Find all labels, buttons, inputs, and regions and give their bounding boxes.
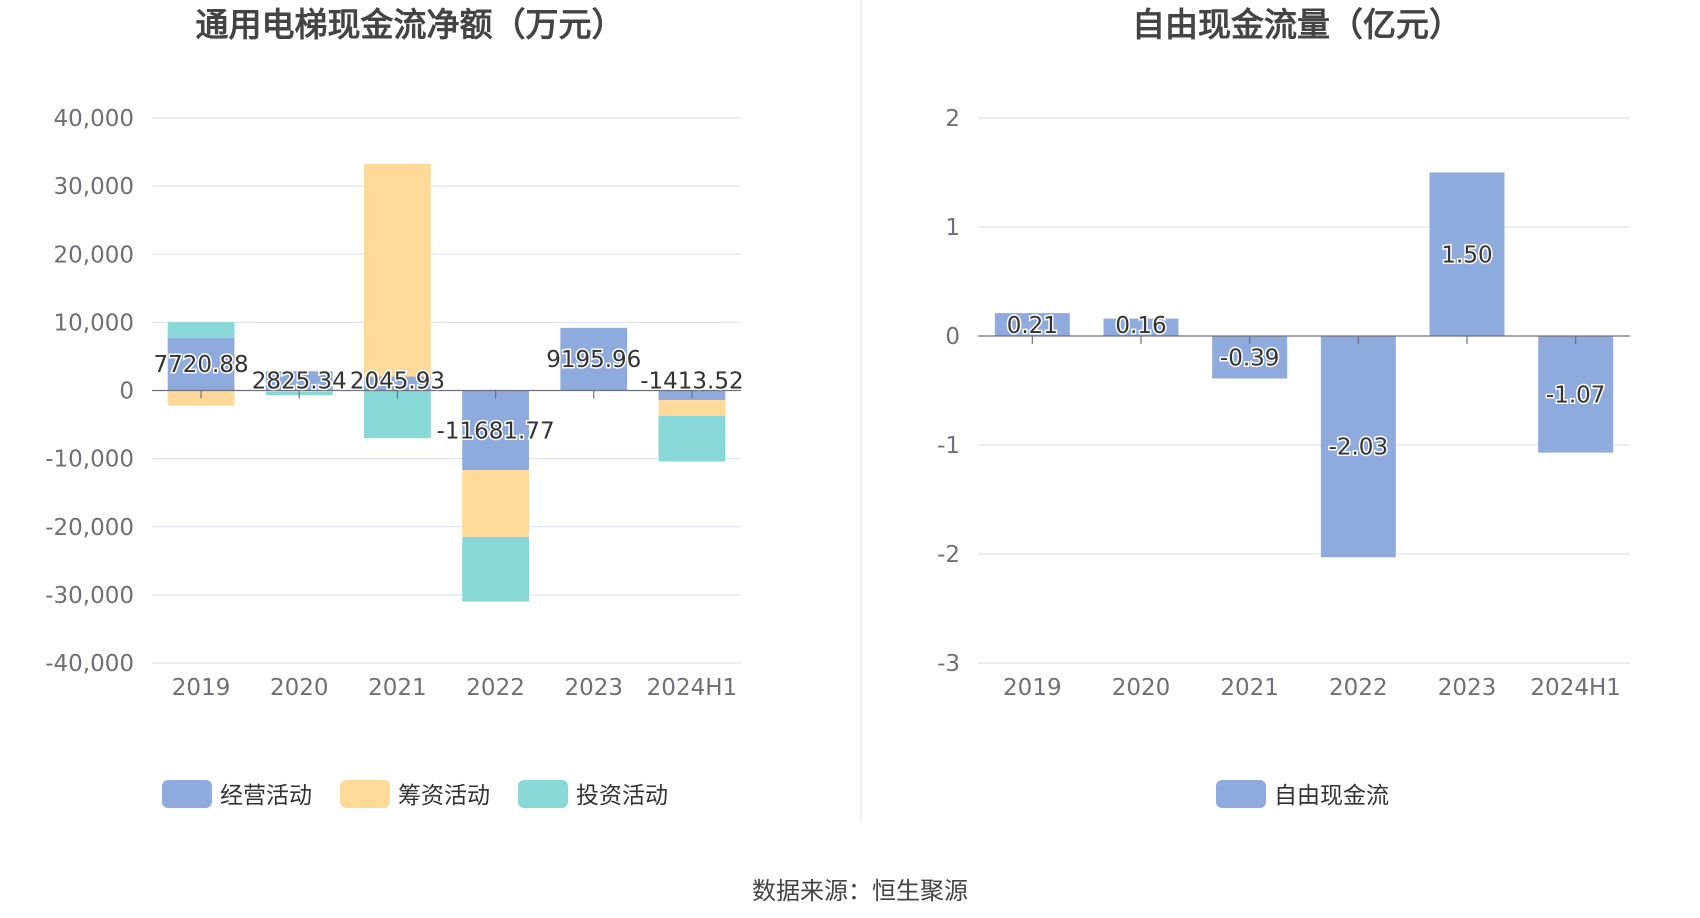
x-tick-label: 2019 [172, 675, 231, 701]
y-tick-label: 40,000 [54, 106, 134, 132]
x-tick-label: 2022 [1329, 675, 1388, 701]
bar-经营活动-2019 [167, 337, 235, 391]
y-tick-label: -30,000 [45, 583, 134, 609]
chart-title-left: 通用电梯现金流净额（万元） [196, 5, 625, 44]
bar-自由现金流-2023 [1429, 172, 1505, 336]
y-tick-label: -20,000 [45, 515, 134, 541]
bar-投资活动-2019 [167, 322, 235, 338]
chart-title-right: 自由现金流量（亿元） [1132, 5, 1462, 44]
x-tick-label: 2024H1 [1530, 675, 1620, 701]
bar-自由现金流-2022 [1320, 336, 1396, 558]
data-label: 2825.34 [252, 369, 347, 395]
y-tick-label: 2 [945, 106, 960, 132]
bar-筹资活动-2022 [462, 470, 529, 537]
x-tick-label: 2019 [1003, 675, 1062, 701]
legend-swatch[interactable] [340, 780, 390, 808]
bar-经营活动-2022 [462, 390, 529, 471]
x-tick-label: 2020 [270, 675, 329, 701]
bar-经营活动-2020 [265, 371, 333, 391]
data-label: -11681.77 [437, 418, 555, 444]
data-label: -2.03 [1329, 435, 1389, 461]
bar-经营活动-2023 [560, 327, 628, 391]
data-label: -0.39 [1220, 345, 1280, 371]
left-legend: 经营活动 筹资活动 投资活动 [162, 780, 668, 809]
right-chart: 2 1 0 -1 -2 -3 2019 2020 2021 2022 2023 2024H1 0.21 0… [937, 106, 1630, 701]
data-label: 2045.93 [350, 369, 445, 395]
data-label: 1.50 [1441, 242, 1492, 268]
legend-label[interactable]: 自由现金流 [1274, 783, 1389, 809]
y-tick-label: -3 [937, 651, 960, 677]
y-tick-label: -1 [937, 433, 960, 459]
legend-label[interactable]: 筹资活动 [398, 783, 490, 809]
data-label: 7720.88 [154, 352, 249, 378]
legend-swatch[interactable] [1216, 780, 1266, 808]
y-tick-label: -2 [937, 542, 960, 568]
x-tick-label: 2023 [564, 675, 623, 701]
data-label: -1.07 [1546, 382, 1606, 408]
bar-筹资活动-2024H1 [658, 400, 726, 416]
x-tick-label: 2023 [1438, 675, 1497, 701]
bar-投资活动-2022 [462, 536, 529, 602]
x-tick-label: 2021 [1220, 675, 1279, 701]
legend-swatch[interactable] [518, 780, 568, 808]
data-label: 0.21 [1007, 313, 1058, 339]
y-tick-label: 30,000 [54, 174, 134, 200]
data-label: -1413.52 [640, 369, 743, 395]
y-tick-label: 0 [119, 379, 134, 405]
y-tick-label: 20,000 [54, 242, 134, 268]
x-tick-label: 2022 [466, 675, 525, 701]
legend-swatch[interactable] [162, 780, 212, 808]
data-label: 9195.96 [546, 347, 641, 373]
y-tick-label: 0 [945, 324, 960, 350]
legend-label[interactable]: 投资活动 [576, 783, 668, 809]
bar-自由现金流-2020 [1103, 318, 1179, 336]
x-tick-label: 2021 [368, 675, 427, 701]
bar-筹资活动-2021 [364, 164, 431, 377]
x-tick-label: 2024H1 [647, 675, 737, 701]
bar-自由现金流-2024H1 [1538, 336, 1614, 453]
data-label: 0.16 [1115, 313, 1166, 339]
data-source: 数据来源：恒生聚源 [752, 877, 968, 905]
x-tick-label: 2020 [1112, 675, 1171, 701]
y-tick-label: 1 [945, 215, 960, 241]
right-legend: 自由现金流 [1216, 780, 1389, 809]
y-tick-label: -10,000 [45, 447, 134, 473]
left-chart: 40,000 30,000 20,000 10,000 0 -10,000 -20,000 -… [45, 106, 745, 701]
y-tick-label: 10,000 [54, 310, 134, 336]
y-tick-label: -40,000 [45, 651, 134, 677]
bar-投资活动-2024H1 [658, 415, 726, 462]
bar-自由现金流-2019 [994, 313, 1070, 336]
bar-经营活动-2021 [364, 376, 431, 391]
legend-label[interactable]: 经营活动 [220, 783, 312, 809]
